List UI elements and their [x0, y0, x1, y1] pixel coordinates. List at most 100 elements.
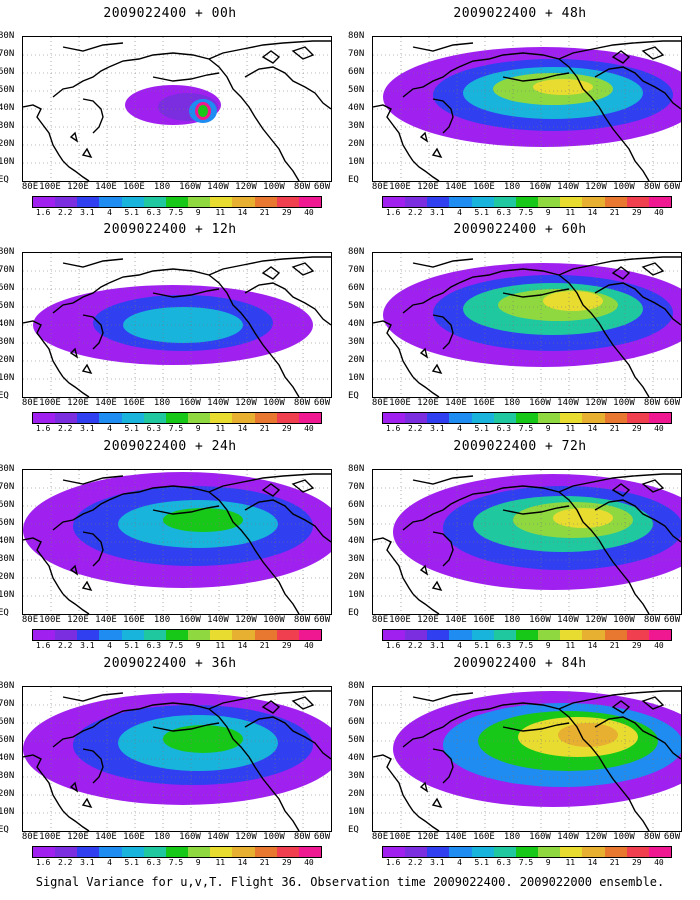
- latitude-label: 40N: [348, 753, 365, 763]
- colorbar-level-label: 21: [259, 424, 270, 433]
- colorbar-swatch: [493, 413, 516, 423]
- coastline: [558, 58, 650, 181]
- longitude-label: 100E: [39, 615, 61, 625]
- colorbar-level-label: 3.1: [80, 208, 95, 217]
- longitude-label: 100W: [263, 398, 285, 408]
- colorbar-swatch: [427, 197, 450, 207]
- coastline: [412, 258, 474, 268]
- coastline: [152, 72, 220, 82]
- colorbar-level-label: 14: [587, 208, 598, 217]
- colorbar-level-label: 11: [215, 858, 226, 867]
- longitude-label: 180: [503, 398, 521, 408]
- colorbar-level-label: 7.5: [168, 641, 184, 650]
- panel-title: 2009022400 + 60h: [453, 222, 587, 237]
- latitude-label: 60N: [0, 717, 15, 727]
- coastline: [373, 320, 414, 378]
- colorbar-swatch: [626, 847, 649, 857]
- colorbar-swatch: [405, 630, 428, 640]
- colorbar-swatch: [121, 847, 144, 857]
- coastline: [23, 537, 64, 595]
- longitude-label: 60W: [313, 182, 331, 192]
- latitude-label: 70N: [0, 265, 15, 275]
- longitude-label: 100E: [39, 182, 61, 192]
- coastline: [558, 473, 681, 493]
- colorbar-level-label: 29: [631, 208, 642, 217]
- latitude-label: 50N: [0, 85, 15, 95]
- colorbar-swatch: [582, 847, 605, 857]
- latitude-label: 40N: [0, 753, 15, 763]
- coastline: [412, 593, 440, 614]
- colorbar-swatch: [55, 630, 78, 640]
- colorbar-level-label: 6.3: [496, 858, 512, 867]
- coastline: [208, 40, 331, 60]
- longitude-label: 160E: [473, 398, 495, 408]
- latitude-label: 70N: [348, 49, 365, 59]
- map-panel: 2009022400 + 84h 80N 70N 60N 50N 40N 30N 20N 10N…: [348, 650, 690, 870]
- coastline: [419, 131, 429, 143]
- latitude-label: 20N: [0, 139, 15, 149]
- coastline: [52, 66, 110, 98]
- coastline: [208, 690, 331, 710]
- colorbar-swatch: [210, 630, 233, 640]
- colorbar-swatch: [515, 413, 539, 423]
- colorbar-level-label: 40: [654, 641, 664, 650]
- coastline: [458, 268, 560, 284]
- colorbar-level-label: 29: [631, 641, 642, 650]
- colorbar-level-label: 5.1: [124, 858, 139, 867]
- coastline: [62, 593, 90, 614]
- longitude-label: 60W: [663, 398, 681, 408]
- colorbar-swatch: [626, 197, 649, 207]
- latitude-label: 20N: [348, 789, 365, 799]
- colorbar-level-label: 4: [107, 641, 112, 650]
- coastline: [458, 702, 560, 718]
- latitude-label: EQ: [0, 825, 9, 835]
- colorbar-level-label: 11: [565, 208, 576, 217]
- colorbar-level-label: 21: [259, 858, 270, 867]
- longitude-label: 120W: [235, 615, 257, 625]
- map-plot: [372, 686, 682, 832]
- longitude-label: 140E: [95, 615, 117, 625]
- coastline: [81, 363, 93, 375]
- colorbar-swatch: [648, 413, 672, 423]
- latitude-label: EQ: [0, 175, 9, 185]
- variance-shading: [533, 79, 593, 95]
- colorbar-level-label: 2.2: [57, 858, 73, 867]
- variance-shading: [163, 508, 243, 532]
- latitude-label: 50N: [348, 735, 365, 745]
- latitude-label: 10N: [0, 590, 15, 600]
- coastline: [432, 748, 454, 784]
- longitude-label: 140W: [207, 398, 229, 408]
- colorbar-level-label: 3.1: [80, 858, 95, 867]
- latitude-label: 80N: [0, 464, 15, 474]
- colorbar-swatch: [143, 413, 166, 423]
- colorbar-level-label: 21: [259, 641, 270, 650]
- colorbar-swatch: [383, 413, 406, 423]
- colorbar-level-label: 40: [304, 858, 314, 867]
- colorbar-level-label: 14: [587, 424, 598, 433]
- coastline: [261, 266, 281, 280]
- colorbar-swatch: [165, 847, 189, 857]
- colorbar-level-label: 2.2: [407, 208, 423, 217]
- colorbar-swatch: [604, 630, 627, 640]
- longitude-label: 180: [153, 182, 171, 192]
- coastline: [419, 347, 429, 359]
- colorbar-level-label: 4: [107, 424, 112, 433]
- colorbar-level-label: 11: [215, 641, 226, 650]
- longitude-label: 160W: [529, 398, 551, 408]
- longitude-label: 80W: [293, 182, 311, 192]
- coastline: [558, 491, 650, 614]
- longitude-label: 180: [503, 182, 521, 192]
- colorbar-level-label: 14: [237, 424, 248, 433]
- longitude-label: 180: [153, 615, 171, 625]
- colorbar: [382, 629, 672, 641]
- coastline: [611, 700, 631, 714]
- colorbar-swatch: [165, 630, 189, 640]
- latitude-label: 80N: [348, 247, 365, 257]
- colorbar-level-label: 1.6: [35, 208, 51, 217]
- longitude-label: 140E: [95, 398, 117, 408]
- latitude-label: 60N: [0, 67, 15, 77]
- colorbar-level-label: 11: [565, 641, 576, 650]
- colorbar-level-label: 1.6: [385, 208, 401, 217]
- map-plot: [22, 36, 332, 182]
- longitude-label: 60W: [313, 832, 331, 842]
